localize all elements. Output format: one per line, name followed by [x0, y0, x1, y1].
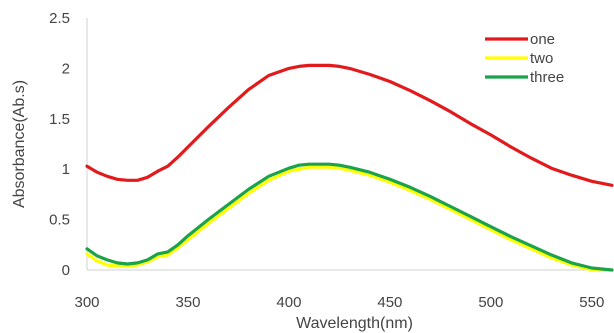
x-tick-label: 450	[377, 294, 402, 311]
series-group	[85, 63, 614, 272]
y-tick-label: 0.5	[49, 212, 70, 229]
legend-label-three: three	[530, 69, 564, 86]
y-tick-label: 1.5	[49, 111, 70, 128]
x-tick-label: 300	[74, 294, 99, 311]
x-axis-ticks: 300 350 400 450 500 550	[74, 294, 604, 311]
series-line-one	[85, 63, 614, 187]
y-tick-label: 2.5	[49, 10, 70, 27]
y-axis-ticks: 0 0.5 1 1.5 2 2.5	[49, 10, 70, 279]
x-tick-label: 550	[579, 294, 604, 311]
x-tick-label: 350	[175, 294, 200, 311]
y-tick-label: 1	[62, 161, 70, 178]
legend-label-one: one	[530, 31, 555, 48]
y-tick-label: 0	[62, 262, 70, 279]
series-line-two	[85, 165, 614, 272]
x-tick-label: 500	[478, 294, 503, 311]
y-axis-title: Absorbance(Ab.s)	[11, 80, 28, 208]
series-line-three	[85, 162, 614, 272]
y-tick-label: 2	[62, 60, 70, 77]
legend: one two three	[485, 31, 564, 86]
x-tick-label: 400	[276, 294, 301, 311]
x-axis-title: Wavelength(nm)	[296, 315, 413, 332]
legend-label-two: two	[530, 50, 553, 67]
